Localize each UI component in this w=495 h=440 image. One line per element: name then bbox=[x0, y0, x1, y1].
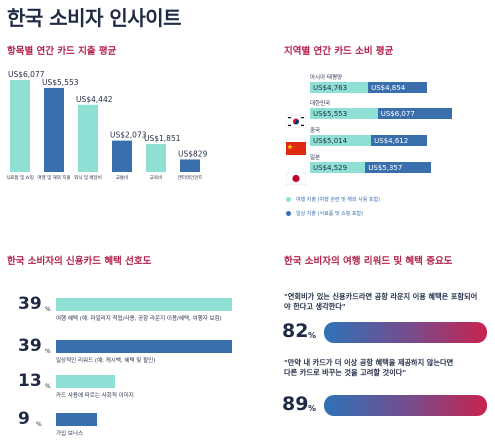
importance-title: 한국 소비자의 여행 리워드 및 혜택 중요도 bbox=[284, 256, 453, 267]
importance-bar-2 bbox=[324, 395, 487, 416]
legend-swatch bbox=[286, 211, 291, 216]
importance-bar-1 bbox=[324, 322, 487, 343]
importance-quote-2: "만약 내 카드가 더 이상 공항 혜택을 제공하지 않는다면 다른 카드로 바… bbox=[284, 358, 492, 378]
spending-category-label: 식료품 및 쇼핑 bbox=[6, 174, 34, 181]
region-name: 일본 bbox=[310, 155, 321, 161]
spending-bar bbox=[180, 159, 200, 172]
preference-chart-title: 한국 소비자의 신용카드 혜택 선호도 bbox=[7, 256, 152, 267]
spending-value-label: US$829 bbox=[178, 149, 208, 158]
preference-bar bbox=[56, 298, 232, 311]
region-name: 아시아 태평양 bbox=[310, 75, 343, 81]
spending-category-label: 외식 및 배달비 bbox=[74, 174, 102, 181]
spending-value-label: US$4,442 bbox=[76, 95, 113, 104]
legend-item: 일상 지출 (식료품 및 쇼핑 포함) bbox=[286, 210, 363, 217]
region-bar: US$4,612 bbox=[371, 135, 428, 146]
spending-bar-chart: US$6,077 식료품 및 쇼핑 US$5,553 여행 및 해외 지출 US$4,4… bbox=[6, 70, 208, 181]
importance-value-1: 82 bbox=[282, 320, 309, 342]
korea-flag-icon bbox=[286, 115, 306, 128]
region-bar: US$5,357 bbox=[365, 162, 431, 173]
importance-value-2: 89 bbox=[282, 393, 309, 415]
spending-chart-title: 항목별 연간 카드 지출 평균 bbox=[7, 46, 117, 57]
legend-item: 여행 지출 (여행 관련 및 해외 사용 포함) bbox=[286, 196, 380, 203]
preference-category-label: 카드 사용에 따르는 사회적 이미지 bbox=[56, 393, 134, 399]
preference-percent: 13 bbox=[18, 371, 42, 391]
legend-label: 여행 지출 (여행 관련 및 해외 사용 포함) bbox=[296, 197, 381, 203]
preference-percent: 9 bbox=[18, 409, 30, 429]
spending-value-label: US$6,077 bbox=[8, 70, 45, 79]
regional-chart-title: 지역별 연간 카드 소비 평균 bbox=[284, 46, 394, 57]
preference-category-label: 여행 혜택 (예: 마일리지 적립/사용, 공항 라운지 이용/혜택, 여행자 … bbox=[56, 316, 222, 322]
importance-percent-sign-2: % bbox=[308, 404, 317, 413]
quote-line: "만약 내 카드가 더 이상 공항 혜택을 제공하지 않는다면 bbox=[284, 358, 454, 367]
importance-quote-1: "연회비가 있는 신용카드라면 공항 라운지 이용 혜택은 포함되어 야 한다고… bbox=[284, 292, 492, 312]
spending-value-label: US$5,553 bbox=[42, 78, 79, 87]
spending-category-label: 엔터테인먼트 bbox=[178, 174, 203, 181]
preference-percent: 39 bbox=[18, 294, 42, 314]
preference-bar bbox=[56, 413, 97, 426]
preference-percent: 39 bbox=[18, 336, 42, 356]
preference-bar bbox=[56, 375, 115, 388]
preference-percent-sign: % bbox=[36, 421, 42, 428]
region-bar: US$5,014 bbox=[310, 135, 372, 146]
china-flag-icon bbox=[286, 142, 306, 155]
quote-line: 다른 카드로 바꾸는 것을 고려할 것이다" bbox=[284, 368, 407, 377]
spending-bar bbox=[78, 104, 98, 172]
preference-category-label: 일상적인 리워드 (예: 캐시백, 혜택 및 할인) bbox=[56, 358, 156, 364]
page-title: 한국 소비자 인사이트 bbox=[7, 6, 182, 30]
preference-percent-sign: % bbox=[45, 348, 51, 355]
region-bar: US$6,077 bbox=[377, 108, 452, 119]
preference-percent-sign: % bbox=[45, 383, 51, 390]
quote-line: "연회비가 있는 신용카드라면 공항 라운지 이용 혜택은 포함되어 bbox=[284, 292, 478, 301]
spending-value-label: US$1,851 bbox=[144, 134, 181, 143]
preference-bar bbox=[56, 340, 232, 353]
region-bar: US$4,529 bbox=[310, 162, 366, 173]
quote-line: 야 한다고 생각한다" bbox=[284, 302, 346, 311]
region-bar: US$4,763 bbox=[310, 82, 369, 93]
preference-category-label: 가입 보너스 bbox=[56, 431, 84, 437]
region-name: 대한민국 bbox=[310, 101, 331, 107]
spending-bar bbox=[112, 140, 132, 172]
region-name: 중국 bbox=[310, 128, 321, 134]
legend-swatch bbox=[286, 197, 291, 202]
region-bar: US$5,553 bbox=[310, 108, 378, 119]
preference-percent-sign: % bbox=[45, 306, 51, 313]
region-bar: US$4,854 bbox=[368, 82, 428, 93]
importance-percent-sign-1: % bbox=[308, 331, 317, 340]
legend-label: 일상 지출 (식료품 및 쇼핑 포함) bbox=[296, 211, 364, 217]
spending-bar bbox=[146, 143, 166, 172]
japan-flag-icon bbox=[286, 172, 306, 185]
spending-category-label: 교육비 bbox=[150, 174, 162, 181]
spending-category-label: 교통비 bbox=[116, 174, 128, 181]
spending-bar bbox=[44, 87, 64, 172]
spending-category-label: 여행 및 해외 지출 bbox=[37, 174, 70, 181]
spending-bar bbox=[10, 80, 30, 172]
spending-value-label: US$2,073 bbox=[110, 131, 147, 140]
